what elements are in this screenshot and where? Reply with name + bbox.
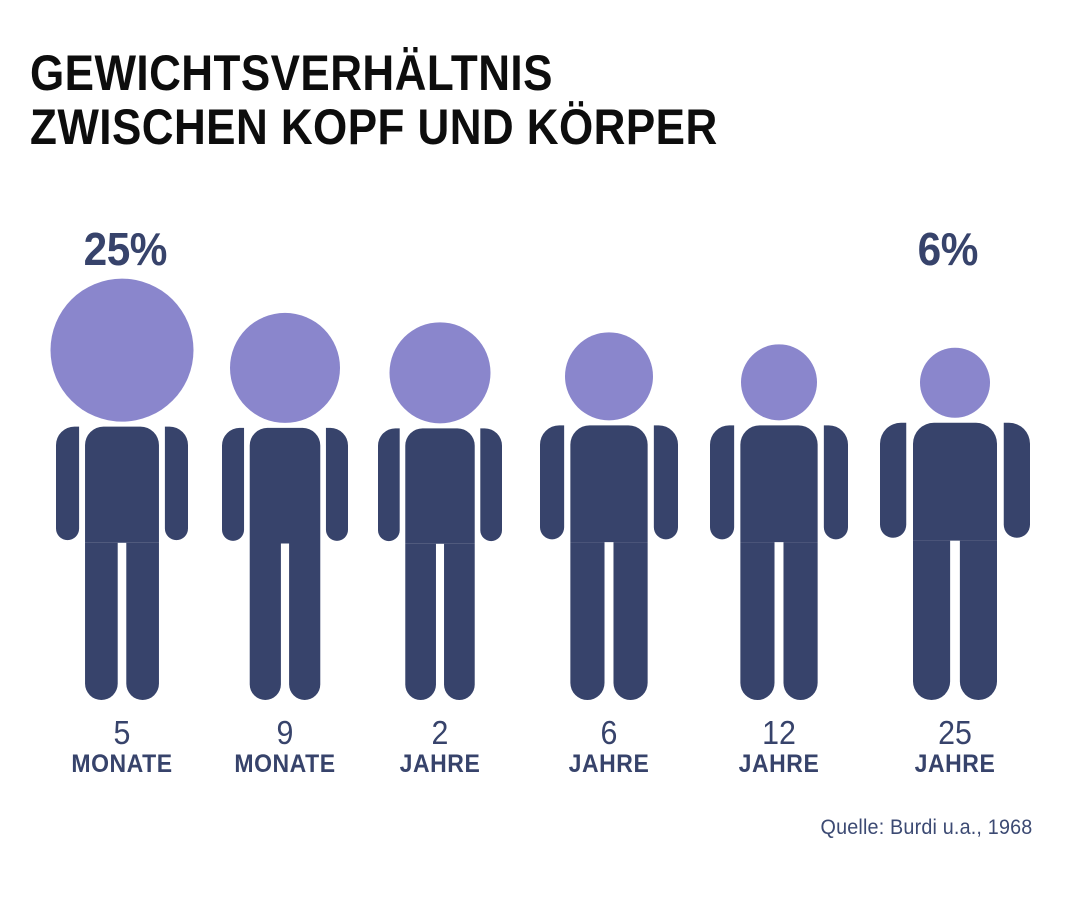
age-number: 25 <box>938 714 972 751</box>
age-number: 6 <box>600 714 618 751</box>
percent-callout-left: 25% <box>83 223 168 275</box>
figure-leg-left <box>85 542 118 700</box>
percent-callout-right: 6% <box>917 223 979 275</box>
figure-torso <box>570 425 648 543</box>
figure-leg-left <box>249 543 281 700</box>
figure-arm-left <box>540 425 565 540</box>
source-attribution: Quelle: Burdi u.a., 1968 <box>820 816 1032 839</box>
figure-head <box>50 278 194 422</box>
figure-arm-right <box>325 427 348 541</box>
age-number: 5 <box>113 714 131 751</box>
age-number: 9 <box>276 714 294 751</box>
figure-arm-left <box>56 426 80 541</box>
pictogram-figure <box>700 0 858 790</box>
figure-torso <box>85 426 159 543</box>
age-label: 25 JAHRE <box>845 716 1065 777</box>
figure-arm-right <box>653 425 678 540</box>
figure-arm-left <box>222 427 245 541</box>
figure-torso <box>913 422 997 541</box>
age-unit: MONATE <box>71 750 173 778</box>
figure-head <box>920 347 990 418</box>
figure-leg-right <box>444 543 475 700</box>
pictogram-figure <box>212 0 358 790</box>
figure-group <box>46 0 1040 790</box>
age-unit: JAHRE <box>914 750 996 778</box>
figure-torso <box>405 428 475 544</box>
figure-torso <box>740 425 818 543</box>
age-unit: JAHRE <box>738 750 820 778</box>
figure-leg-left <box>405 543 436 700</box>
figure-torso <box>249 427 321 544</box>
age-label: 9 MONATE <box>175 716 395 777</box>
age-label: 12 JAHRE <box>669 716 889 777</box>
age-unit: JAHRE <box>399 750 481 778</box>
page-title: GEWICHTSVERHÄLTNIS ZWISCHEN KOPF UND KÖR… <box>30 45 718 155</box>
age-unit: JAHRE <box>568 750 650 778</box>
age-label: 5 MONATE <box>12 716 232 777</box>
figure-arm-left <box>710 425 735 540</box>
figure-arm-left <box>880 422 907 538</box>
pictogram-figure <box>368 0 512 790</box>
figure-leg-right <box>289 543 321 700</box>
figure-head <box>230 312 340 423</box>
figure-leg-left <box>570 542 605 700</box>
pictogram-figure <box>46 0 198 790</box>
figure-leg-left <box>740 542 775 700</box>
age-label: 2 JAHRE <box>330 716 550 777</box>
figure-leg-right <box>959 540 997 700</box>
figure-head <box>565 332 653 421</box>
figure-leg-right <box>126 542 159 700</box>
figure-arm-left <box>378 428 400 542</box>
figure-leg-right <box>613 542 648 700</box>
figure-arm-right <box>1003 422 1030 538</box>
pictogram-figure <box>870 0 1040 790</box>
age-number: 2 <box>431 714 449 751</box>
pictogram-figure <box>530 0 688 790</box>
age-label: 6 JAHRE <box>499 716 719 777</box>
figure-leg-left <box>913 540 951 700</box>
age-unit: MONATE <box>234 750 336 778</box>
figure-leg-right <box>783 542 818 700</box>
figure-head <box>741 344 817 421</box>
figure-arm-right <box>480 428 502 542</box>
figure-arm-right <box>164 426 188 541</box>
figure-arm-right <box>823 425 848 540</box>
age-number: 12 <box>762 714 796 751</box>
figure-head <box>389 322 491 424</box>
